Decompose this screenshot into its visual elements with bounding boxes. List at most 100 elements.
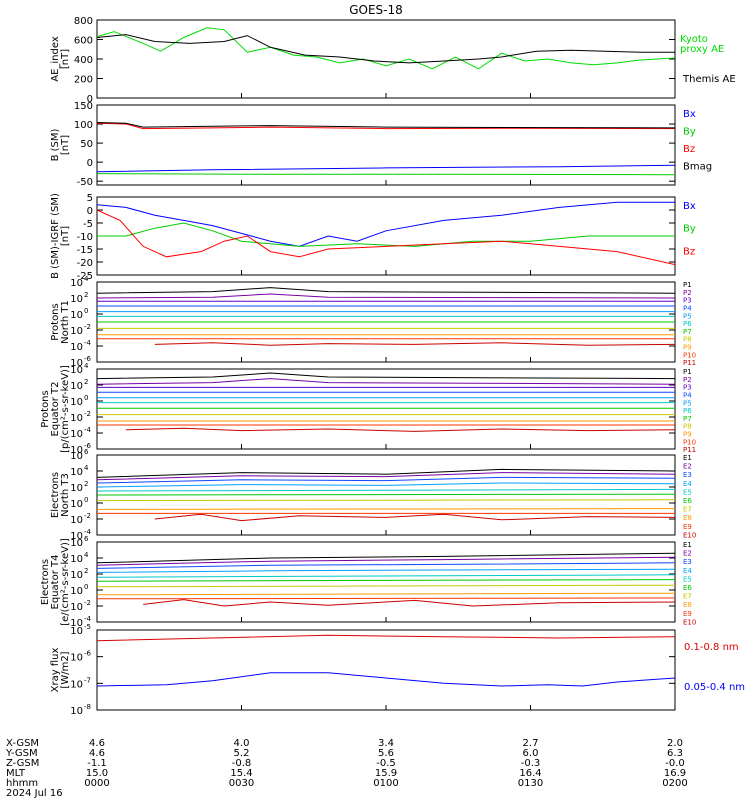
- legend-label: E2: [683, 550, 692, 558]
- series-line-e7: [96, 584, 676, 588]
- y-tick-exponent: 2: [84, 480, 88, 488]
- legend-label: Bz: [683, 246, 695, 257]
- legend-label: 0.05-0.4 nm: [684, 682, 745, 693]
- footer-cell-y-gsm: 4.6: [89, 748, 105, 759]
- footer-cell-x-gsm: 4.0: [234, 738, 250, 749]
- y-tick-label: 10: [70, 451, 83, 462]
- y-tick-label: 100: [74, 120, 93, 131]
- series-line-p11: [125, 427, 676, 432]
- y-tick-label: 800: [74, 16, 93, 27]
- series-line-bmag: [96, 122, 676, 129]
- legend-label: Bx: [683, 201, 696, 212]
- footer-cell-x-gsm: 2.0: [667, 738, 683, 749]
- legend-label: P6: [683, 320, 692, 328]
- y-tick-exponent: 2: [84, 378, 88, 386]
- series-line-themis-ae: [96, 34, 675, 64]
- series-line-p2: [96, 293, 676, 299]
- y-axis-label: Protons: [40, 390, 51, 427]
- series-line-e5: [96, 574, 676, 578]
- y-tick-exponent: -8: [84, 703, 91, 711]
- y-axis-label: Equator T2: [50, 382, 61, 437]
- y-tick-label: 400: [74, 55, 93, 66]
- y-tick-exponent: -2: [84, 512, 91, 520]
- y-tick-label: -20: [77, 258, 93, 269]
- legend-label: E7: [683, 593, 692, 601]
- y-tick-exponent: 4: [84, 275, 89, 283]
- y-tick-label: 10: [70, 358, 83, 369]
- series-line-e8: [96, 508, 676, 510]
- y-axis-label: [p/(cm²-s-sr-keV)]: [60, 365, 71, 453]
- y-tick-label: 10: [70, 570, 83, 581]
- y-tick-exponent: -4: [84, 426, 92, 434]
- legend-label: P6: [683, 407, 692, 415]
- legend-label: P8: [683, 336, 692, 344]
- legend-label: P8: [683, 423, 692, 431]
- y-tick-label: 10: [70, 326, 83, 337]
- legend-label: By: [683, 224, 696, 235]
- legend-label: Themis AE: [682, 74, 736, 85]
- series-line-bx: [96, 164, 676, 173]
- y-tick-exponent: 0: [84, 496, 88, 504]
- footer-cell-y-gsm: 6.3: [667, 748, 683, 759]
- y-tick-label: 10: [70, 294, 83, 305]
- y-tick-label: 600: [74, 36, 93, 47]
- footer-cell-x-gsm: 3.4: [378, 738, 394, 749]
- y-tick-label: 0: [87, 94, 93, 105]
- footer-row-label: hhmm: [6, 778, 38, 789]
- plot-title: GOES-18: [349, 3, 403, 17]
- y-tick-exponent: -6: [84, 442, 92, 450]
- y-tick-label: 10: [70, 381, 83, 392]
- y-tick-exponent: 0: [84, 583, 88, 591]
- y-axis-label: [nT]: [60, 49, 71, 69]
- y-tick-label: 10: [70, 602, 83, 613]
- footer-cell-mlt: 15.9: [375, 768, 397, 779]
- series-line-e10: [143, 599, 676, 607]
- y-tick-exponent: 2: [84, 567, 88, 575]
- y-tick-label: 10: [70, 365, 83, 376]
- y-tick-label: 10: [70, 706, 83, 717]
- y-axis-label: B (SM): [50, 128, 61, 161]
- footer-cell-hhmm: 0030: [229, 778, 254, 789]
- panel-frame: [96, 19, 676, 99]
- y-tick-exponent: -4: [84, 528, 92, 536]
- series-line-e3: [96, 562, 676, 569]
- footer-cell-y-gsm: 6.0: [523, 748, 539, 759]
- y-tick-exponent: 0: [84, 394, 88, 402]
- legend-label: Bmag: [683, 162, 712, 173]
- legend-label: By: [683, 127, 696, 138]
- series-line-0-05-0-4-nm: [96, 672, 676, 687]
- legend-label: E10: [683, 618, 696, 626]
- legend-label: P1: [683, 368, 692, 376]
- y-tick-label: 200: [74, 75, 93, 86]
- y-tick-exponent: 6: [84, 448, 89, 456]
- panel-frame: [96, 104, 676, 186]
- legend-label: P5: [683, 312, 692, 320]
- legend-label: E3: [683, 471, 692, 479]
- y-tick-exponent: -4: [84, 339, 92, 347]
- y-tick-label: 10: [70, 586, 83, 597]
- y-tick-label: -10: [77, 232, 93, 243]
- y-tick-label: 0: [87, 206, 93, 217]
- series-line-e7: [96, 499, 676, 502]
- legend-label: E4: [683, 480, 692, 488]
- panel-3: -25 -20 -15 -10 -5 0 5 B (SM)-IGRF (SM) [nT] Bx By…: [50, 193, 696, 282]
- series-line-p11: [154, 342, 676, 346]
- y-tick-exponent: -2: [84, 599, 91, 607]
- series-line-e1: [96, 468, 676, 478]
- legend-label: E2: [683, 463, 692, 471]
- legend-label: 0.1-0.8 nm: [684, 642, 739, 653]
- y-tick-label: 10: [70, 538, 83, 549]
- y-tick-label: 10: [70, 278, 83, 289]
- panel-frame: [96, 368, 676, 450]
- y-tick-label: -5: [83, 219, 93, 230]
- y-tick-label: 10: [70, 626, 83, 637]
- y-tick-exponent: 4: [84, 464, 89, 472]
- y-axis-label: Protons: [50, 303, 61, 340]
- series-line-e8: [96, 592, 676, 596]
- series-line-by: [96, 173, 676, 176]
- footer-cell-mlt: 16.9: [664, 768, 686, 779]
